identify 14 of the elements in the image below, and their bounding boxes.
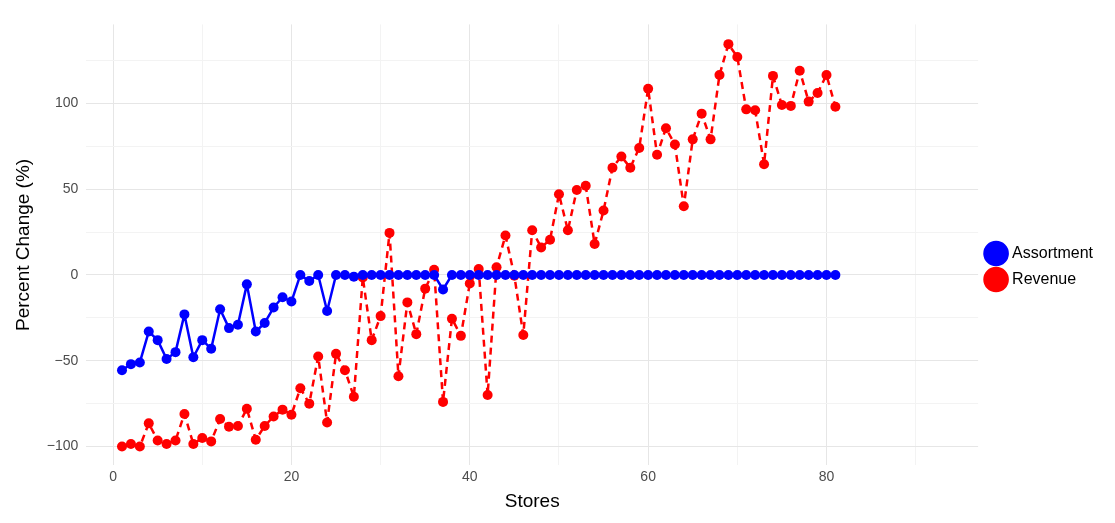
y-tick-label: 100 [54,94,79,111]
x-tick-label: 0 [109,467,118,484]
x-tick-label: 60 [640,467,657,484]
x-tick-label: 80 [818,467,835,484]
y-axis-title: Percent Change (%) [11,158,33,331]
legend-label: Assortment [1012,243,1094,261]
x-axis-title: Stores [504,489,560,511]
x-tick-label: 40 [462,467,478,484]
y-tick-label: 50 [62,179,79,196]
legend-label: Revenue [1012,269,1077,287]
y-tick-label: 0 [70,265,79,282]
y-tick-label: −50 [54,351,79,368]
y-tick-label: −100 [46,437,79,454]
x-tick-label: 20 [283,467,300,484]
